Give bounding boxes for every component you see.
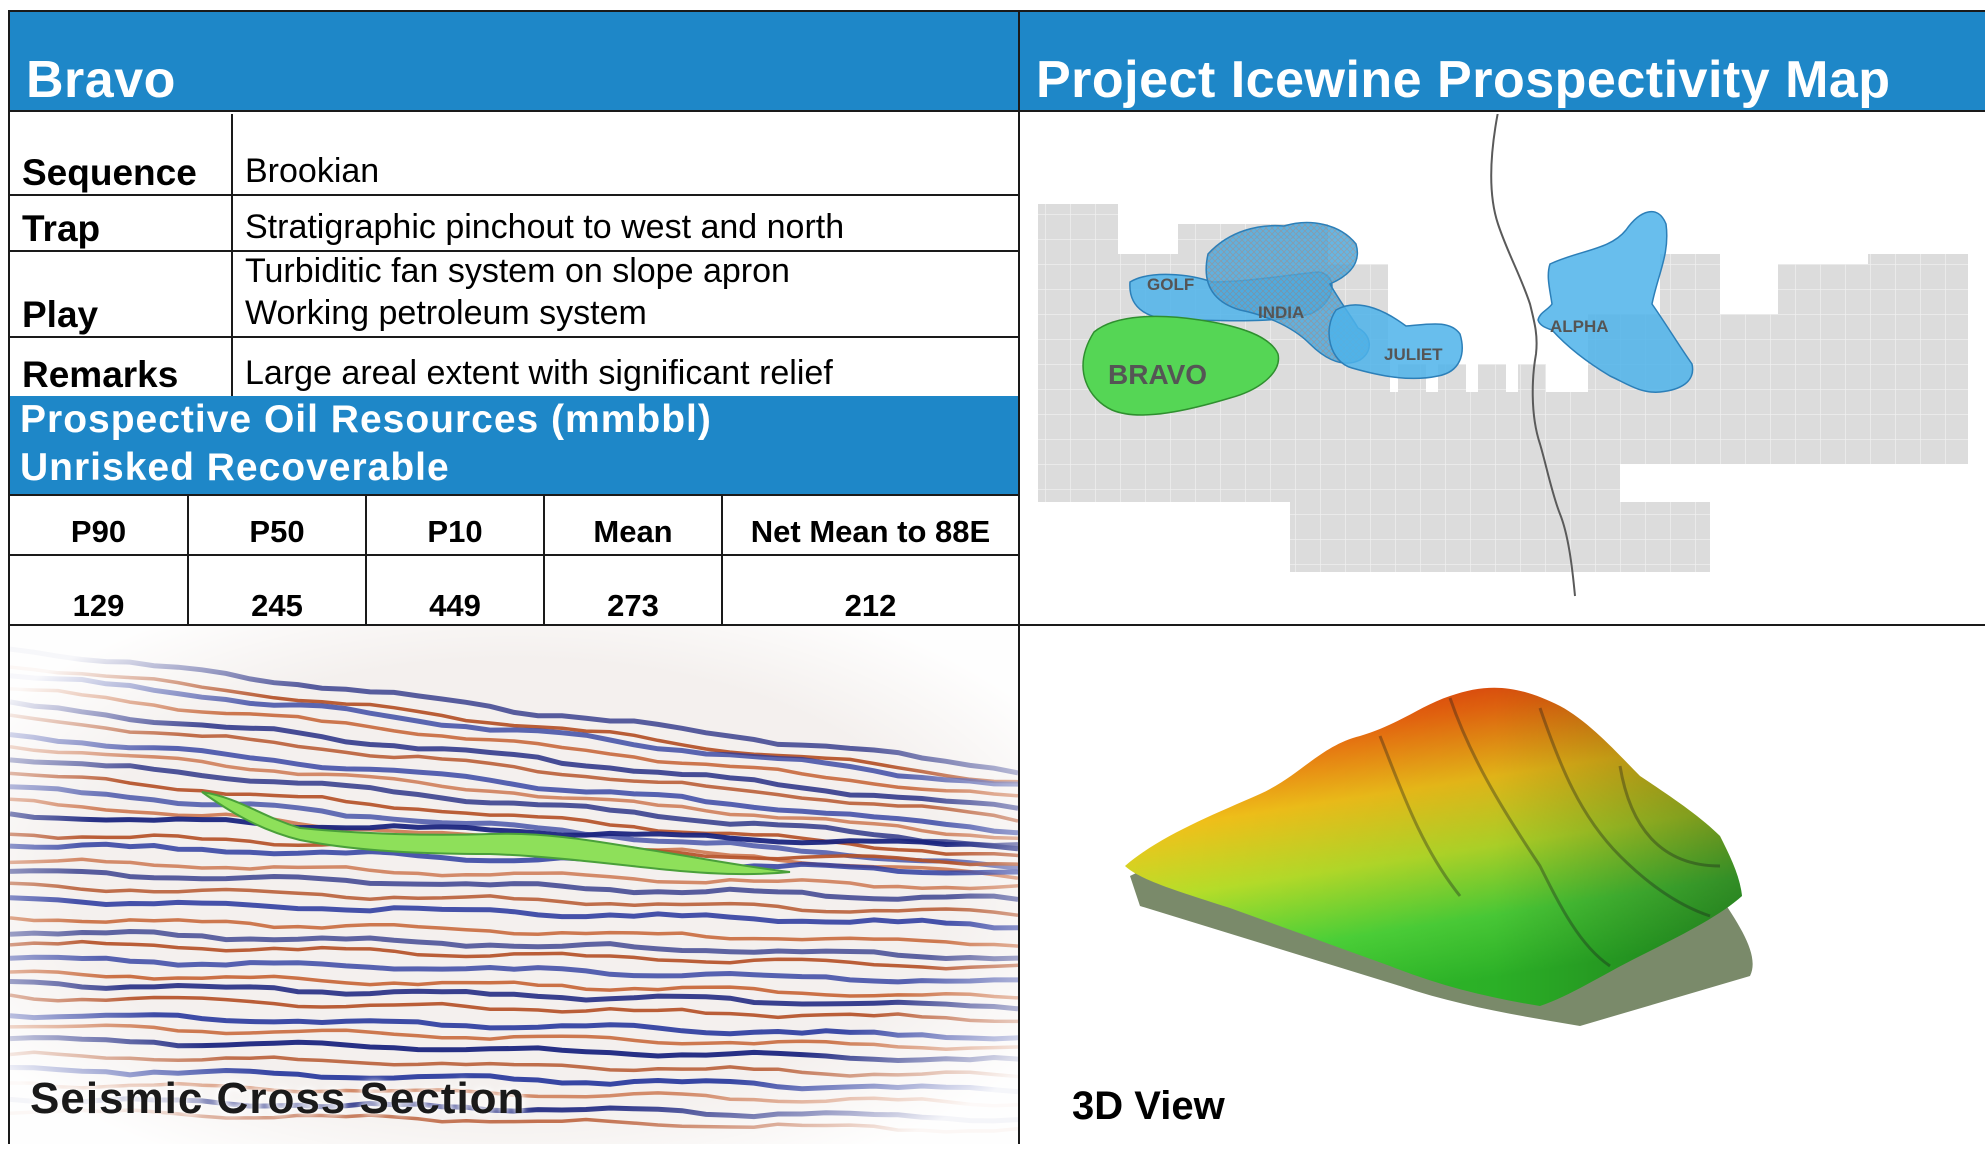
river-line [1490,111,1576,597]
banner-divider [1020,110,1985,112]
info-value: Large areal extent with significant reli… [245,354,833,392]
banner-divider [10,110,1018,112]
juliet-label: JULIET [1384,345,1443,364]
resources-subtitle: Unrisked Recoverable [20,446,450,489]
info-key: Play [22,294,99,335]
resources-banner: Prospective Oil Resources (mmbbl) Unrisk… [10,396,1018,494]
prospect-info-table: Sequence Brookian Trap Stratigraphic pin… [10,114,1018,396]
prospect-title-banner: Bravo [10,12,1018,112]
resource-column-net-mean: Net Mean to 88E 212 [721,496,1018,624]
3d-view-caption: 3D View [1072,1084,1225,1128]
info-value: Turbiditic fan system on slope apron Wor… [245,250,790,334]
resources-table: P90 129 P50 245 P10 449 Mean 273 Net Mea… [10,494,1018,624]
map-title-banner: Project Icewine Prospectivity Map [1020,12,1985,112]
resource-header: P50 [189,496,365,556]
info-row-sequence: Sequence Brookian [10,114,1018,196]
seismic-image [10,626,1018,1144]
info-row-play: Play Turbiditic fan system on slope apro… [10,252,1018,338]
info-value-line: Turbiditic fan system on slope apron [245,252,790,290]
resource-header: P90 [10,496,187,556]
juliet-prospect [1328,304,1463,380]
resource-header: Net Mean to 88E [723,496,1018,556]
resource-value: 449 [429,588,481,623]
resource-column-mean: Mean 273 [543,496,721,624]
resource-value: 212 [844,588,897,623]
info-key: Remarks [22,354,179,395]
terrain-ridges [1378,697,1721,968]
info-key: Trap [22,208,101,249]
resources-title: Prospective Oil Resources (mmbbl) [20,398,712,441]
resource-column-p10: P10 449 [365,496,543,624]
prospect-title: Bravo [26,51,176,109]
resource-header: P10 [367,496,543,556]
seismic-cross-section [10,626,1018,1144]
info-column-divider [231,114,233,396]
resource-header: Mean [545,496,721,556]
seismic-caption: Seismic Cross Section [30,1074,526,1123]
india-label: INDIA [1258,303,1304,322]
bravo-label: BRAVO [1108,359,1207,390]
info-value: Brookian [245,152,380,190]
info-value-line: Working petroleum system [245,294,647,332]
alpha-prospect [1537,210,1694,393]
horizontal-divider [8,624,1985,626]
3d-view-panel [1020,626,1985,1144]
3d-surface [1125,687,1753,1026]
info-row-remarks: Remarks Large areal extent with signific… [10,338,1018,396]
resource-value: 245 [251,588,303,623]
bravo-prospect [1082,315,1280,416]
resource-value: 273 [607,588,659,623]
map-canvas: GOLF INDIA JULIET ALPHA BRAVO [1038,111,1968,597]
info-value: Stratigraphic pinchout to west and north [245,208,845,246]
golf-label: GOLF [1147,275,1194,294]
info-key: Sequence [22,152,197,193]
resource-value: 129 [72,588,125,623]
alpha-label: ALPHA [1550,317,1609,336]
slide-frame [8,10,1985,1144]
vertical-divider [1018,10,1020,1144]
resource-column-p50: P50 245 [187,496,365,624]
prospectivity-map: GOLF INDIA JULIET ALPHA BRAVO [1020,111,1985,624]
resource-column-p90: P90 129 [10,496,187,624]
map-title: Project Icewine Prospectivity Map [1036,51,1891,109]
info-row-trap: Trap Stratigraphic pinchout to west and … [10,196,1018,252]
